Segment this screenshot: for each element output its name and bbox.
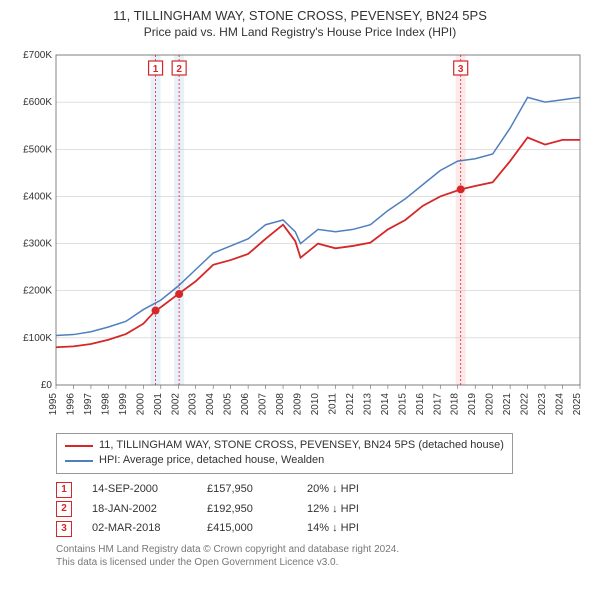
footer-line-1: Contains HM Land Registry data © Crown c… bbox=[56, 543, 590, 556]
svg-text:2014: 2014 bbox=[380, 393, 391, 416]
svg-text:1995: 1995 bbox=[48, 393, 59, 416]
svg-text:2002: 2002 bbox=[170, 393, 181, 416]
svg-text:2008: 2008 bbox=[275, 393, 286, 416]
svg-text:2004: 2004 bbox=[205, 393, 216, 416]
sale-price: £415,000 bbox=[207, 519, 287, 539]
price-chart: £0 £100K £200K £300K £400K £500K £600K £700K 199… bbox=[10, 47, 590, 427]
svg-text:£100K: £100K bbox=[23, 333, 52, 344]
svg-text:2019: 2019 bbox=[467, 393, 478, 416]
legend-label-hpi: HPI: Average price, detached house, Weal… bbox=[99, 453, 324, 468]
sales-row: 3 02-MAR-2018 £415,000 14% ↓ HPI bbox=[56, 519, 590, 539]
sale-marker-2: 2 bbox=[56, 501, 72, 517]
legend-swatch-property bbox=[65, 445, 93, 447]
sale-marker-3: 3 bbox=[56, 521, 72, 537]
sale-date: 02-MAR-2018 bbox=[92, 519, 187, 539]
svg-text:2017: 2017 bbox=[432, 393, 443, 416]
svg-text:2020: 2020 bbox=[485, 393, 496, 416]
sale-price: £157,950 bbox=[207, 480, 287, 500]
svg-text:2007: 2007 bbox=[258, 393, 269, 416]
svg-text:2010: 2010 bbox=[310, 393, 321, 416]
svg-text:1: 1 bbox=[153, 64, 159, 75]
footer-line-2: This data is licensed under the Open Gov… bbox=[56, 556, 590, 569]
sales-row: 2 18-JAN-2002 £192,950 12% ↓ HPI bbox=[56, 500, 590, 520]
svg-text:2022: 2022 bbox=[520, 393, 531, 416]
svg-text:£500K: £500K bbox=[23, 144, 52, 155]
svg-text:1999: 1999 bbox=[118, 393, 129, 416]
svg-text:2001: 2001 bbox=[153, 393, 164, 416]
svg-text:£600K: £600K bbox=[23, 97, 52, 108]
svg-text:2018: 2018 bbox=[450, 393, 461, 416]
svg-text:3: 3 bbox=[458, 64, 464, 75]
sale-date: 18-JAN-2002 bbox=[92, 500, 187, 520]
attribution-footer: Contains HM Land Registry data © Crown c… bbox=[56, 543, 590, 569]
svg-text:2025: 2025 bbox=[572, 393, 583, 416]
sale-diff: 12% ↓ HPI bbox=[307, 500, 407, 520]
sale-diff: 20% ↓ HPI bbox=[307, 480, 407, 500]
legend-item-property: 11, TILLINGHAM WAY, STONE CROSS, PEVENSE… bbox=[65, 438, 504, 453]
svg-text:£300K: £300K bbox=[23, 239, 52, 250]
svg-text:1998: 1998 bbox=[100, 393, 111, 416]
sales-row: 1 14-SEP-2000 £157,950 20% ↓ HPI bbox=[56, 480, 590, 500]
svg-text:£200K: £200K bbox=[23, 286, 52, 297]
svg-text:£0: £0 bbox=[41, 380, 53, 391]
chart-title-block: 11, TILLINGHAM WAY, STONE CROSS, PEVENSE… bbox=[0, 0, 600, 43]
sale-date: 14-SEP-2000 bbox=[92, 480, 187, 500]
chart-address-title: 11, TILLINGHAM WAY, STONE CROSS, PEVENSE… bbox=[0, 8, 600, 23]
svg-text:1996: 1996 bbox=[65, 393, 76, 416]
legend-label-property: 11, TILLINGHAM WAY, STONE CROSS, PEVENSE… bbox=[99, 438, 504, 453]
chart-svg: £0 £100K £200K £300K £400K £500K £600K £700K 199… bbox=[10, 47, 590, 427]
svg-text:2005: 2005 bbox=[223, 393, 234, 416]
svg-text:2003: 2003 bbox=[188, 393, 199, 416]
sale-marker-1: 1 bbox=[56, 482, 72, 498]
svg-text:£700K: £700K bbox=[23, 50, 52, 61]
svg-text:2013: 2013 bbox=[362, 393, 373, 416]
legend-item-hpi: HPI: Average price, detached house, Weal… bbox=[65, 453, 504, 468]
chart-legend: 11, TILLINGHAM WAY, STONE CROSS, PEVENSE… bbox=[56, 433, 513, 474]
svg-text:2000: 2000 bbox=[135, 393, 146, 416]
svg-text:2023: 2023 bbox=[537, 393, 548, 416]
svg-text:2006: 2006 bbox=[240, 393, 251, 416]
chart-subtitle: Price paid vs. HM Land Registry's House … bbox=[0, 25, 600, 39]
sale-diff: 14% ↓ HPI bbox=[307, 519, 407, 539]
svg-text:2011: 2011 bbox=[327, 393, 338, 415]
sale-price: £192,950 bbox=[207, 500, 287, 520]
svg-text:2024: 2024 bbox=[555, 393, 566, 416]
svg-text:2009: 2009 bbox=[293, 393, 304, 416]
svg-text:2012: 2012 bbox=[345, 393, 356, 416]
svg-text:2: 2 bbox=[176, 64, 182, 75]
svg-text:£400K: £400K bbox=[23, 191, 52, 202]
legend-swatch-hpi bbox=[65, 460, 93, 462]
svg-text:1997: 1997 bbox=[83, 393, 94, 416]
svg-text:2015: 2015 bbox=[397, 393, 408, 416]
svg-text:2021: 2021 bbox=[502, 393, 513, 416]
sales-table: 1 14-SEP-2000 £157,950 20% ↓ HPI 2 18-JA… bbox=[56, 480, 590, 539]
svg-text:2016: 2016 bbox=[415, 393, 426, 416]
